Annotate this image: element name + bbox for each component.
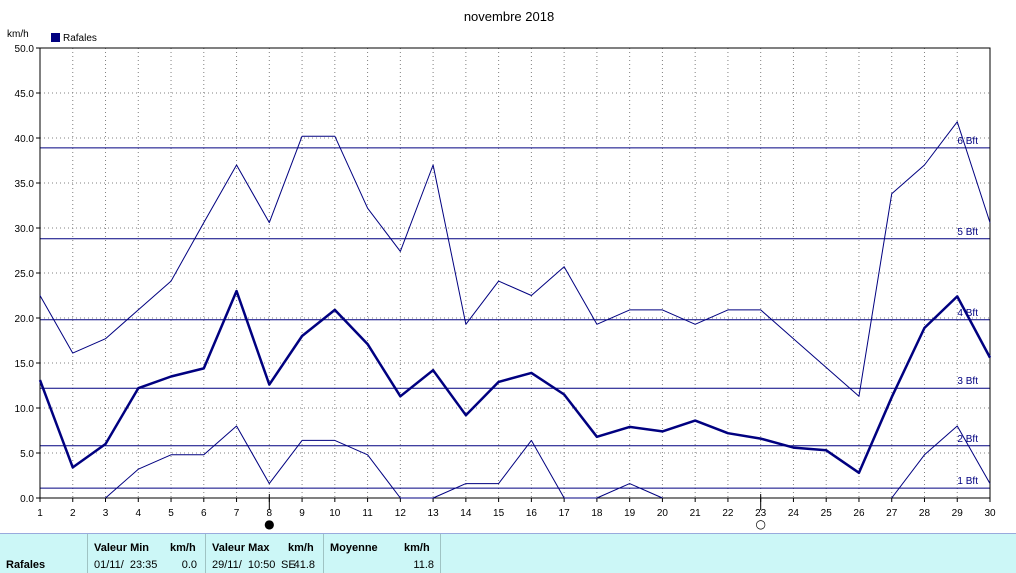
x-tick-label: 2 <box>70 508 76 519</box>
max-unit: km/h <box>288 542 314 554</box>
x-tick-label: 7 <box>234 508 240 519</box>
beaufort-label: 1 Bft <box>957 476 978 487</box>
mean-unit: km/h <box>404 542 430 554</box>
stats-min-cell: Valeur Min km/h 01/11/ 23:35 0.0 <box>88 534 206 573</box>
max-value: 41.8 <box>293 559 315 571</box>
y-tick-label: 0.0 <box>20 494 34 505</box>
x-tick-label: 10 <box>329 508 341 519</box>
x-tick-label: 15 <box>493 508 505 519</box>
series-line-mean <box>38 289 992 475</box>
x-tick-label: 11 <box>362 508 373 519</box>
beaufort-label: 4 Bft <box>957 308 978 319</box>
y-tick-label: 20.0 <box>15 314 35 325</box>
min-header: Valeur Min <box>94 542 150 554</box>
x-tick-label: 13 <box>428 508 440 519</box>
y-tick-label: 15.0 <box>15 359 35 370</box>
x-tick-label: 12 <box>395 508 407 519</box>
x-tick-label: 14 <box>460 508 472 519</box>
beaufort-label: 5 Bft <box>957 227 978 238</box>
max-date: 29/11/ 10:50 <box>212 559 276 571</box>
x-tick-label: 24 <box>788 508 800 519</box>
max-direction: SE <box>281 559 296 571</box>
x-tick-label: 8 <box>267 508 273 519</box>
y-tick-label: 30.0 <box>15 224 35 235</box>
stats-max-cell: Valeur Max km/h 29/11/ 10:50 SE 41.8 <box>206 534 324 573</box>
x-tick-label: 28 <box>919 508 931 519</box>
min-value: 0.0 <box>181 559 197 571</box>
legend-label: Rafales <box>63 33 97 44</box>
x-tick-label: 29 <box>952 508 964 519</box>
x-tick-label: 16 <box>526 508 538 519</box>
x-tick-label: 17 <box>559 508 571 519</box>
beaufort-label: 6 Bft <box>957 136 978 147</box>
stats-series-cell: Rafales <box>0 534 88 573</box>
moon-phase-icon: ● <box>264 517 274 531</box>
y-tick-label: 25.0 <box>15 269 35 280</box>
x-tick-label: 4 <box>135 508 141 519</box>
x-tick-label: 1 <box>37 508 43 519</box>
x-tick-label: 6 <box>201 508 207 519</box>
chart-title: novembre 2018 <box>464 9 554 24</box>
x-tick-label: 9 <box>299 508 305 519</box>
x-tick-label: 19 <box>624 508 636 519</box>
max-header: Valeur Max <box>212 542 270 554</box>
chart: novembre 2018 km/h Rafales 1 2 3 4 5 6 7 8 9 10 11… <box>7 9 996 531</box>
x-tick-label: 20 <box>657 508 669 519</box>
y-tick-label: 5.0 <box>20 449 34 460</box>
x-tick-label: 30 <box>984 508 996 519</box>
y-axis-label: km/h <box>7 29 29 40</box>
series-line-min <box>891 425 991 499</box>
legend-swatch <box>51 33 60 42</box>
stats-mean-cell: Moyenne km/h 11.8 <box>324 534 441 573</box>
beaufort-label: 2 Bft <box>957 434 978 445</box>
min-unit: km/h <box>170 542 196 554</box>
y-tick-label: 10.0 <box>15 404 35 415</box>
x-tick-label: 23 <box>755 508 767 519</box>
series-line-min <box>105 425 663 499</box>
x-tick-label: 22 <box>722 508 734 519</box>
plot-frame <box>39 47 991 499</box>
stats-series-name: Rafales <box>6 559 46 571</box>
y-tick-label: 45.0 <box>15 89 35 100</box>
x-tick-label: 27 <box>886 508 898 519</box>
x-tick-label: 21 <box>690 508 702 519</box>
x-tick-label: 26 <box>853 508 865 519</box>
x-tick-label: 3 <box>103 508 109 519</box>
x-tick-label: 5 <box>168 508 174 519</box>
y-tick-label: 35.0 <box>15 179 35 190</box>
stats-panel: Rafales Valeur Min km/h 01/11/ 23:35 0.0… <box>0 533 1016 573</box>
series-line-max <box>39 121 991 397</box>
x-tick-label: 18 <box>591 508 603 519</box>
min-date: 01/11/ 23:35 <box>94 559 158 571</box>
x-tick-label: 25 <box>821 508 833 519</box>
y-tick-label: 50.0 <box>15 44 35 55</box>
moon-phase-icon: ○ <box>755 517 765 531</box>
mean-header: Moyenne <box>330 542 378 554</box>
beaufort-label: 3 Bft <box>957 376 978 387</box>
y-tick-label: 40.0 <box>15 134 35 145</box>
mean-value: 11.8 <box>413 559 434 571</box>
